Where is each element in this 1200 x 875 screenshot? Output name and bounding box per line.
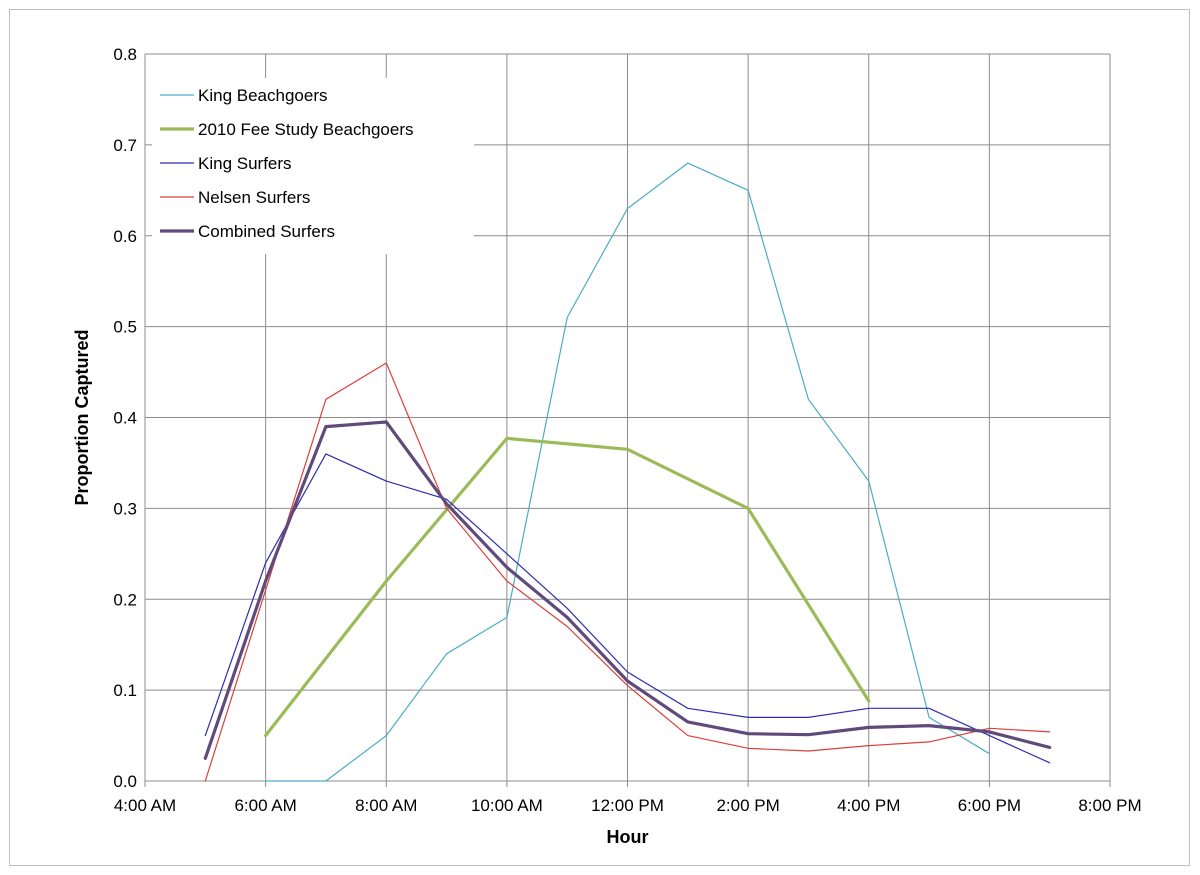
series-line-king-beachgoers <box>265 162 991 782</box>
tick-labels: 0.0 0.1 0.2 0.3 0.4 0.5 0.6 0.7 0.8 4:00 AM 6:00 A… <box>113 45 1141 815</box>
x-tick-label: 6:00 AM <box>234 796 296 815</box>
x-tick-label: 8:00 AM <box>355 796 417 815</box>
series-line-combined-surfers <box>203 420 1052 760</box>
y-tick-label: 0.0 <box>113 772 137 791</box>
series-line-king-surfers <box>204 453 1051 764</box>
legend-label: Combined Surfers <box>198 222 335 241</box>
x-axis-title: Hour <box>607 827 649 847</box>
y-tick-label: 0.8 <box>113 45 137 64</box>
legend-label: Nelsen Surfers <box>198 188 310 207</box>
x-tick-label: 8:00 PM <box>1078 796 1141 815</box>
y-tick-label: 0.3 <box>113 499 137 518</box>
x-tick-label: 2:00 PM <box>716 796 779 815</box>
y-axis-title: Proportion Captured <box>72 330 92 506</box>
x-tick-label: 4:00 AM <box>114 796 176 815</box>
y-tick-label: 0.6 <box>113 227 137 246</box>
series-lines <box>203 162 1052 782</box>
x-tick-label: 10:00 AM <box>471 796 543 815</box>
y-tick-label: 0.2 <box>113 590 137 609</box>
x-tick-label: 12:00 PM <box>591 796 664 815</box>
y-tick-label: 0.1 <box>113 681 137 700</box>
y-tick-label: 0.4 <box>113 409 137 428</box>
x-tick-label: 4:00 PM <box>837 796 900 815</box>
y-tick-label: 0.5 <box>113 318 137 337</box>
legend-label: King Beachgoers <box>198 86 327 105</box>
y-tick-label: 0.7 <box>113 136 137 155</box>
legend-label: 2010 Fee Study Beachgoers <box>198 120 413 139</box>
series-line-2010-fee-study-beachgoers <box>264 436 871 738</box>
legend-label: King Surfers <box>198 154 292 173</box>
legend-background <box>152 78 474 254</box>
legend: King Beachgoers 2010 Fee Study Beachgoers… <box>152 78 474 254</box>
x-tick-label: 6:00 PM <box>958 796 1021 815</box>
series-line-nelsen-surfers <box>204 362 1051 782</box>
